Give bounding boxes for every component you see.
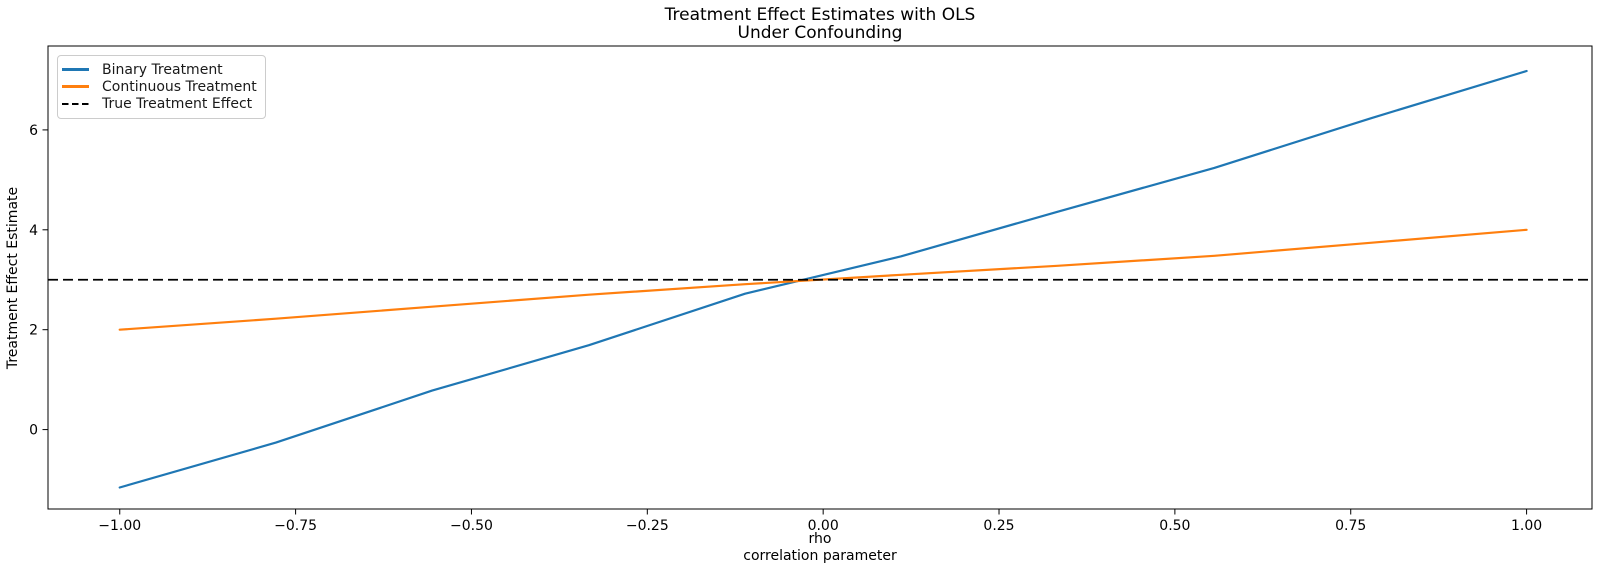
- legend-line-sample-true-effect: [62, 102, 89, 105]
- legend-line-sample-continuous: [62, 85, 89, 88]
- x-tick-label: −0.50: [450, 518, 493, 534]
- x-tick-label: 0.50: [1159, 518, 1190, 534]
- x-tick-label: 0.75: [1335, 518, 1366, 534]
- y-tick-label: 4: [29, 223, 38, 239]
- x-tick-label: −0.25: [626, 518, 669, 534]
- legend-label: True Treatment Effect: [102, 95, 253, 112]
- y-tick-label: 0: [29, 423, 38, 439]
- x-axis-label-line-2: correlation parameter: [743, 548, 897, 564]
- x-axis-label-line-1: rho: [808, 531, 832, 547]
- chart-title-line-1: Treatment Effect Estimates with OLS: [664, 5, 976, 25]
- legend-label: Binary Treatment: [102, 61, 223, 78]
- x-tick-label: 1.00: [1511, 518, 1542, 534]
- legend-item-true-effect: True Treatment Effect: [62, 95, 257, 112]
- y-tick-label: 6: [29, 123, 38, 139]
- chart-title: Treatment Effect Estimates with OLS Unde…: [48, 6, 1592, 42]
- legend: Binary Treatment Continuous Treatment Tr…: [57, 55, 266, 119]
- binary-treatment-line: [118, 69, 1528, 489]
- legend-item-binary-treatment: Binary Treatment: [62, 61, 257, 78]
- legend-label: Continuous Treatment: [102, 78, 257, 95]
- y-tick-label: 2: [29, 323, 38, 339]
- x-tick-label: 0.00: [808, 518, 839, 534]
- legend-item-continuous-treatment: Continuous Treatment: [62, 78, 257, 95]
- x-tick-label: −1.00: [98, 518, 141, 534]
- legend-line-sample-binary: [62, 68, 89, 71]
- continuous-treatment-line: [118, 228, 1528, 331]
- x-tick-label: 0.25: [983, 518, 1014, 534]
- chart-title-line-2: Under Confounding: [737, 23, 903, 43]
- plot-frame: [47, 45, 1593, 510]
- x-tick-label: −0.75: [274, 518, 317, 534]
- x-axis-label: rho correlation parameter: [48, 531, 1592, 565]
